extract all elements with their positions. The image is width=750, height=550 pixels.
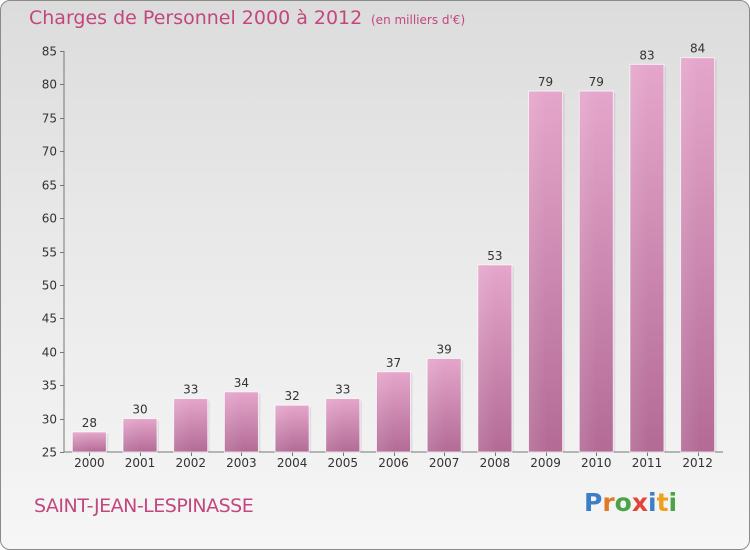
x-tick-label: 2000 [74,456,105,470]
y-tick-label: 35 [42,379,57,393]
bar-value-label: 79 [538,75,553,89]
x-tick-label: 2007 [429,456,460,470]
bar-highlight [276,406,294,452]
y-tick-label: 25 [42,446,57,460]
bar-highlight [681,58,699,452]
x-tick-label: 2002 [175,456,206,470]
x-tick-label: 2010 [581,456,612,470]
bar-highlight [174,399,192,452]
commune-name: SAINT-JEAN-LESPINASSE [34,495,254,517]
chart-title: Charges de Personnel 2000 à 2012 [29,7,363,29]
bar-value-label: 83 [639,48,654,62]
bar-highlight [580,92,598,452]
bar-value-label: 84 [690,42,705,56]
x-tick-label: 2005 [328,456,359,470]
bar-value-label: 79 [589,75,604,89]
bar-value-label: 33 [183,383,198,397]
bar-value-label: 53 [487,249,502,263]
x-tick-label: 2008 [480,456,511,470]
y-tick-label: 45 [42,312,57,326]
bar-highlight [630,65,648,452]
bar-highlight [73,432,91,452]
y-tick-label: 50 [42,279,57,293]
y-tick-label: 40 [42,346,57,360]
x-tick-label: 2001 [125,456,156,470]
bars: 28 30 33 34 32 33 37 39 53 79 79 83 84 [71,42,717,453]
x-tick-label: 2004 [277,456,308,470]
chart-subtitle: (en milliers d'€) [371,13,466,27]
bar-highlight [124,419,142,452]
bar-highlight [529,92,547,452]
bar-highlight [428,359,446,452]
bar-value-label: 34 [234,376,249,390]
proxiti-logo: Proxiti [584,488,678,517]
bar-highlight [478,265,496,452]
y-tick-label: 85 [42,45,57,59]
y-tick-label: 60 [42,212,57,226]
y-tick-label: 30 [42,413,57,427]
x-tick-label: 2011 [632,456,663,470]
y-tick-label: 65 [42,179,57,193]
x-tick-label: 2003 [226,456,257,470]
bar-value-label: 32 [284,389,299,403]
bar-value-label: 39 [437,342,452,356]
bar-highlight [377,372,395,452]
bar-highlight [326,399,344,452]
y-tick-label: 70 [42,145,57,159]
x-tick-label: 2009 [530,456,561,470]
y-tick-label: 55 [42,246,57,260]
y-tick-label: 75 [42,112,57,126]
y-tick-label: 80 [42,78,57,92]
bar-value-label: 30 [132,403,147,417]
bar-value-label: 37 [386,356,401,370]
bar-highlight [225,392,243,452]
x-tick-label: 2012 [682,456,713,470]
x-tick-label: 2006 [378,456,409,470]
bar-value-label: 28 [82,416,97,430]
bar-value-label: 33 [335,383,350,397]
